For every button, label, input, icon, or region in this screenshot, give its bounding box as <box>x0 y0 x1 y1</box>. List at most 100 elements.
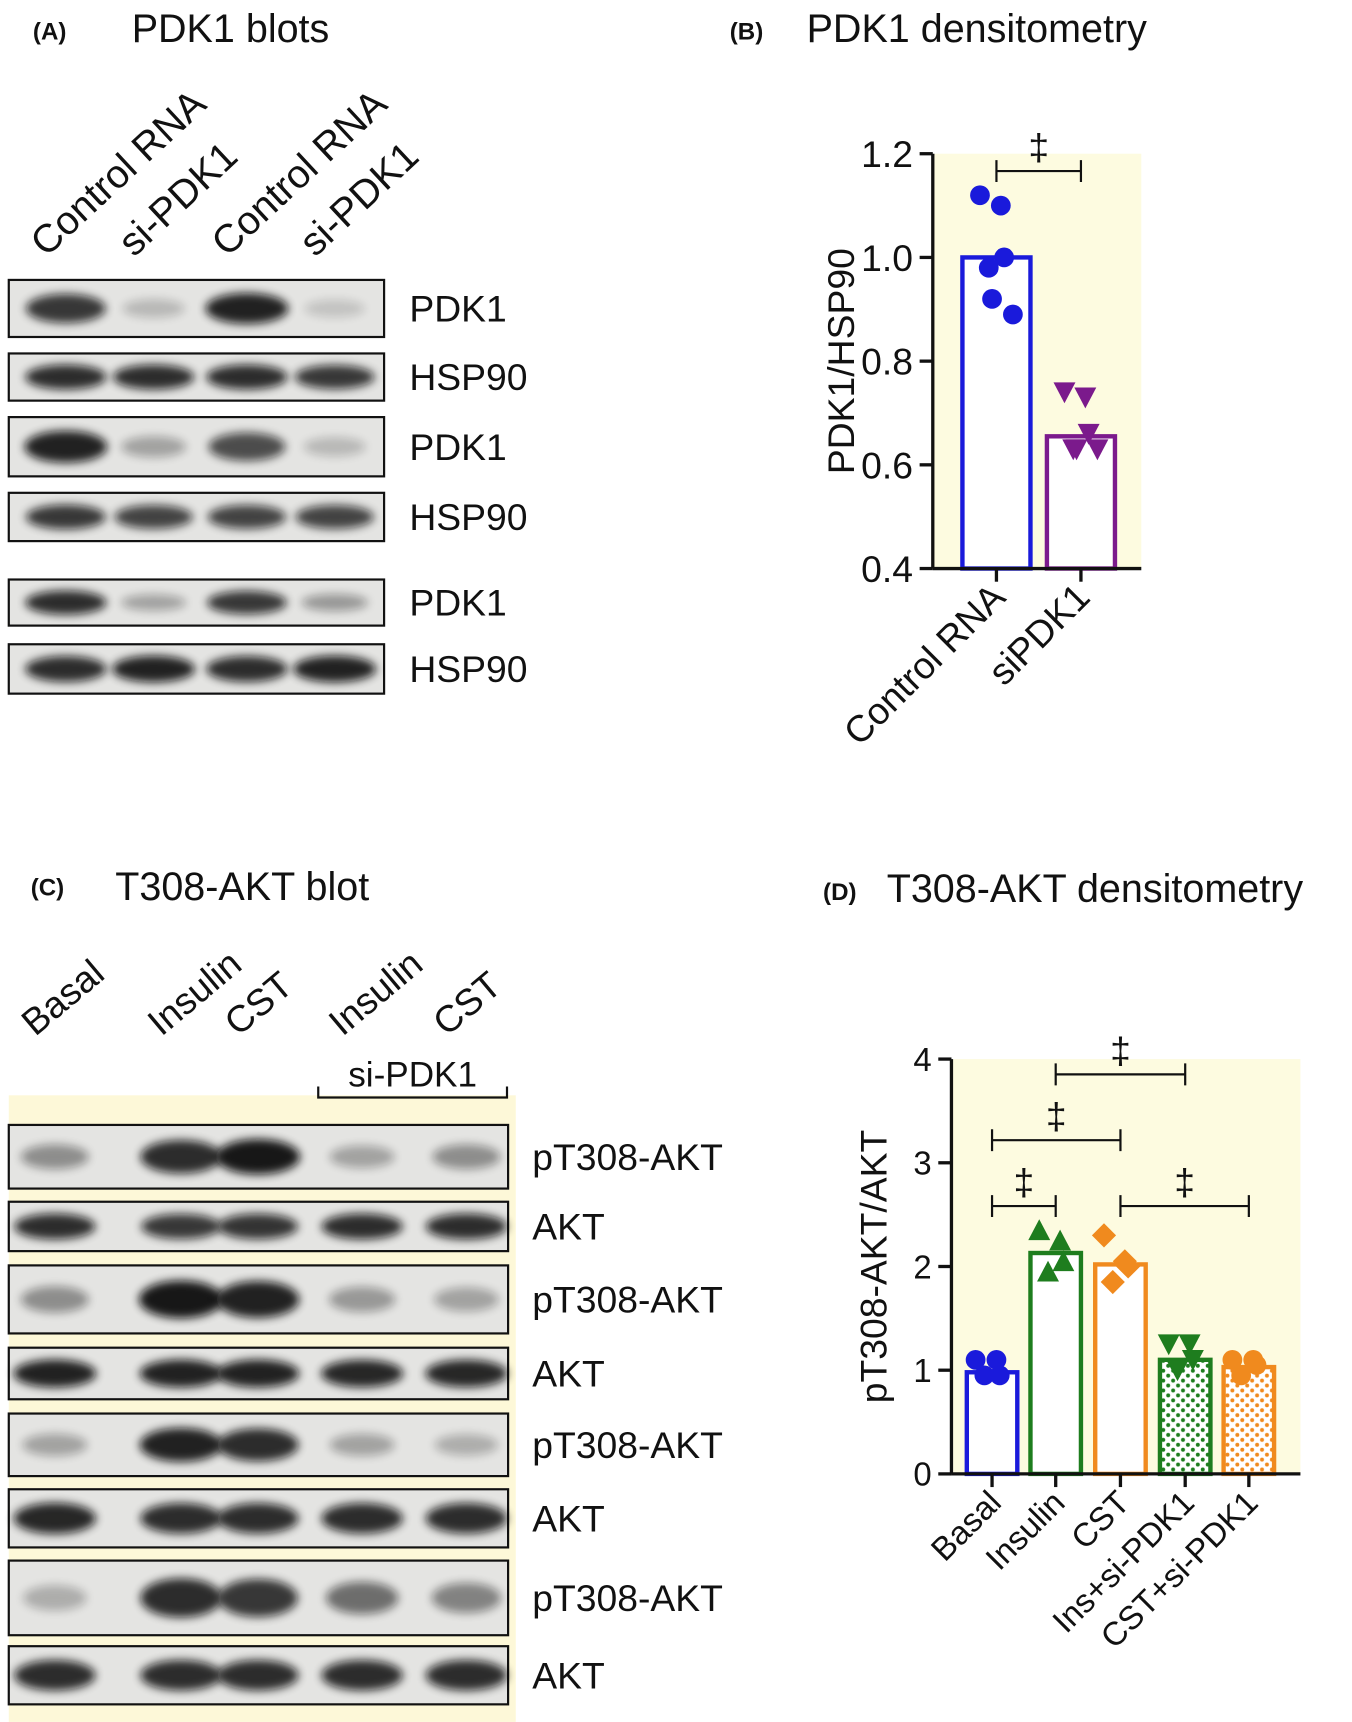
group-bracket <box>317 1086 509 1099</box>
blot-band <box>321 1359 404 1388</box>
data-point <box>1116 1254 1141 1279</box>
significance-bracket <box>1119 1195 1250 1218</box>
bar <box>1044 434 1118 571</box>
data-point <box>990 195 1011 216</box>
blot-band <box>425 1213 508 1240</box>
blot-band <box>139 1427 223 1462</box>
blot-band <box>301 593 368 612</box>
y-tick-label: 0.4 <box>861 548 913 590</box>
blot-band <box>20 1144 89 1170</box>
data-point <box>1231 1365 1252 1386</box>
data-point <box>1178 1334 1201 1356</box>
bar <box>1028 1250 1084 1477</box>
lane-label: Insulin <box>321 942 431 1043</box>
panel-title: T308-AKT blot <box>115 865 369 909</box>
blot-band <box>206 655 288 682</box>
data-point <box>974 1365 995 1386</box>
data-point <box>1065 439 1088 461</box>
blot-band <box>425 1359 508 1388</box>
data-point <box>1181 1349 1204 1371</box>
data-point <box>1028 1219 1051 1241</box>
significance-bracket <box>990 1195 1057 1218</box>
blot-band <box>121 594 187 611</box>
blot-band <box>321 1659 403 1691</box>
blot-band <box>217 1428 299 1462</box>
blot-band <box>329 1433 395 1456</box>
blot-band <box>22 1433 88 1456</box>
y-tick-label: 0.6 <box>861 444 913 486</box>
data-point <box>970 185 990 206</box>
significance-bracket <box>995 160 1083 183</box>
y-tick-label: 2 <box>913 1248 931 1285</box>
blot-band <box>217 1659 299 1691</box>
panel-title: T308-AKT densitometry <box>887 867 1304 911</box>
blot-band <box>216 1281 300 1318</box>
y-tick-label: 4 <box>913 1041 931 1078</box>
y-tick-label: 1.0 <box>861 237 913 279</box>
blot-band <box>139 1359 223 1388</box>
blot-band <box>329 1145 395 1169</box>
data-point <box>1086 439 1109 461</box>
blot-band <box>433 1287 499 1312</box>
blot-band <box>114 505 193 529</box>
blot-row-label: AKT <box>532 1353 605 1395</box>
blot-band <box>13 1359 97 1388</box>
panel-letter: (A) <box>33 19 67 46</box>
blot-row-label: AKT <box>532 1654 605 1696</box>
blot-band <box>321 1503 403 1534</box>
y-tick-label: 1 <box>913 1352 931 1389</box>
blot-band <box>217 1578 298 1617</box>
significance-symbol: ‡ <box>1028 126 1049 168</box>
data-point <box>982 289 1002 309</box>
blot-band <box>25 590 107 615</box>
blot-band <box>217 1503 299 1534</box>
y-tick-label: 0 <box>913 1456 931 1493</box>
data-point <box>1157 1334 1180 1356</box>
y-tick-label: 0.8 <box>861 341 913 383</box>
data-point <box>1091 1223 1117 1248</box>
blot-band <box>121 436 187 458</box>
blot-band <box>304 299 365 318</box>
data-point <box>989 1365 1010 1386</box>
blot-band <box>217 1213 299 1240</box>
blot-band <box>25 293 106 324</box>
blot-row-label: AKT <box>532 1498 605 1540</box>
blot-row-label: HSP90 <box>409 496 527 538</box>
lane-label: CST <box>425 963 509 1043</box>
panel-letter: (B) <box>730 19 764 46</box>
panel-title: PDK1 blots <box>132 7 330 51</box>
bar <box>1157 1357 1213 1477</box>
y-tick-label: 1.2 <box>861 133 913 175</box>
blot-band <box>303 437 366 457</box>
blot-band <box>425 1503 508 1534</box>
blot-band <box>140 1578 222 1618</box>
y-tick-label: 3 <box>913 1145 931 1182</box>
data-point <box>1246 1355 1267 1375</box>
data-point <box>1053 382 1076 404</box>
y-axis-label: PDK1/HSP90 <box>820 248 862 474</box>
blot-band <box>13 1502 96 1534</box>
blot-band <box>293 655 377 683</box>
bar <box>1221 1364 1277 1477</box>
data-point <box>986 1349 1007 1370</box>
data-point <box>1052 1250 1075 1272</box>
data-point <box>1074 387 1097 409</box>
blot-band <box>25 364 107 390</box>
y-axis-label: pT308-AKT/AKT <box>853 1130 895 1404</box>
data-point <box>978 257 999 278</box>
blot-row-label: pT308-AKT <box>532 1424 723 1466</box>
panel-letter: (C) <box>31 875 65 902</box>
blot-band <box>25 655 107 682</box>
blot-row-label: PDK1 <box>409 426 506 468</box>
blot-band <box>122 299 185 318</box>
lane-label: Basal <box>13 951 111 1043</box>
significance-symbol: ‡ <box>1014 1161 1035 1203</box>
group-label: si-PDK1 <box>348 1056 477 1095</box>
panel-title: PDK1 densitometry <box>807 7 1148 51</box>
data-point <box>994 247 1014 268</box>
data-point <box>1077 423 1100 445</box>
data-point <box>1003 304 1023 325</box>
blot-band <box>434 1434 499 1456</box>
blot-row-label: pT308-AKT <box>532 1279 723 1321</box>
blot-band <box>14 1659 96 1691</box>
